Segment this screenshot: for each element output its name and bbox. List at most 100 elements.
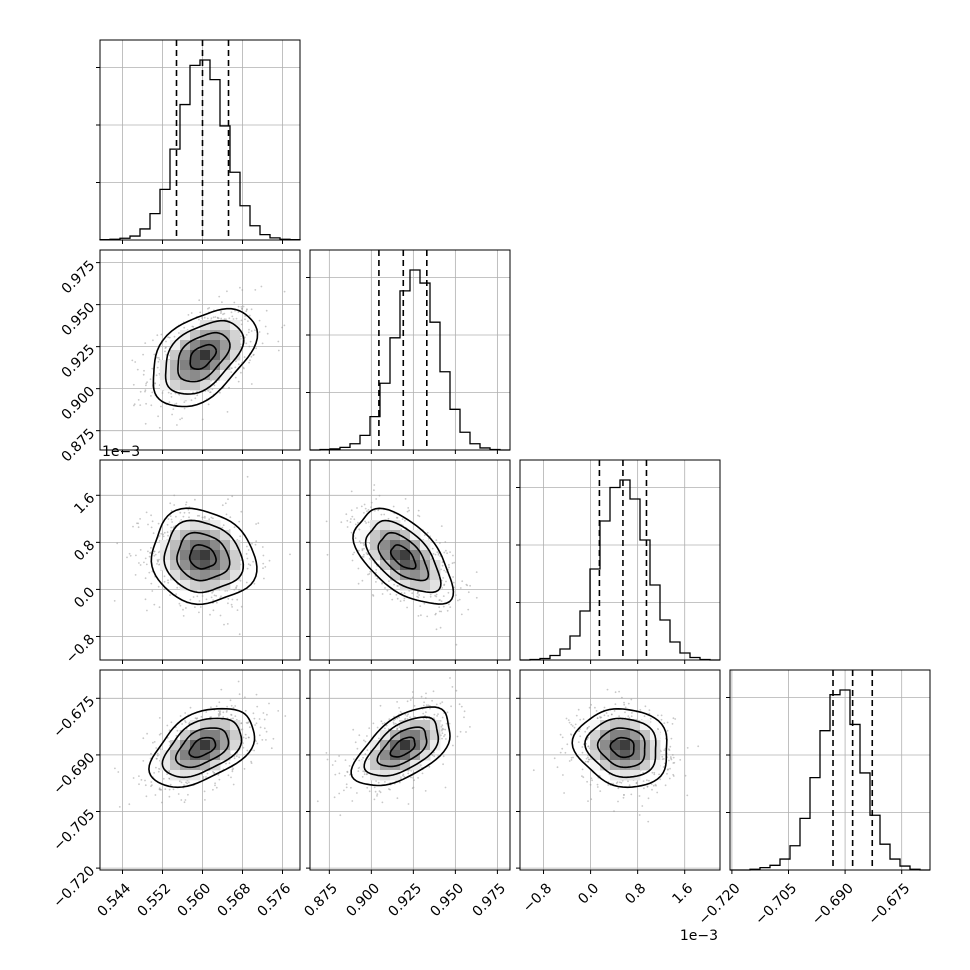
scatter-point (375, 581, 377, 583)
density-cell (230, 570, 241, 581)
scatter-point (212, 599, 215, 601)
contour-4 (571, 707, 668, 789)
scatter-point (354, 537, 357, 539)
scatter-point (263, 727, 266, 730)
scatter-point (610, 713, 613, 716)
scatter-point (648, 712, 651, 715)
scatter-point (116, 542, 119, 545)
scatter-point (617, 787, 620, 790)
density-cell (620, 750, 631, 761)
scatter-point (244, 318, 246, 321)
density-cell (630, 730, 641, 741)
scatter-point (217, 774, 220, 776)
scatter-point (333, 796, 336, 799)
density-cell (210, 340, 221, 351)
histogram-3 (520, 479, 720, 661)
scatter-point (396, 797, 399, 800)
scatter-point (424, 790, 427, 792)
scatter-point (412, 786, 415, 789)
scatter-point (628, 784, 631, 787)
scatter-point (463, 710, 466, 713)
scatter-point (255, 540, 258, 543)
scatter-point (179, 604, 182, 607)
x-tick-label: 0.8 (622, 880, 649, 907)
scatter-point (253, 749, 256, 752)
scatter-point (422, 712, 425, 715)
scatter-point (207, 307, 209, 310)
scatter-point (177, 793, 180, 795)
scatter-point (659, 778, 662, 781)
scatter-point (240, 510, 243, 513)
density-cell (170, 340, 181, 351)
contour-4 (150, 507, 258, 606)
density-cell (180, 530, 191, 541)
scatter-point (204, 517, 206, 519)
scatter-point (357, 567, 360, 570)
scatter-point (183, 511, 186, 514)
scatter-point (384, 727, 386, 730)
density-cell (630, 720, 641, 731)
scatter-point (638, 814, 641, 816)
scatter-point (172, 526, 175, 529)
density-cell (200, 550, 211, 561)
scatter-point (404, 519, 406, 522)
scatter-point (207, 403, 210, 406)
density-cell (190, 560, 201, 571)
density-cell (400, 580, 411, 591)
scatter-point (443, 583, 446, 586)
scatter-point (199, 311, 202, 314)
scatter-point (223, 318, 226, 320)
density-cell (620, 720, 631, 731)
scatter-point (167, 518, 170, 520)
scatter-point (623, 703, 626, 706)
scatter-point (167, 581, 170, 584)
scatter-point (406, 718, 409, 720)
scatter-point (265, 309, 268, 312)
scatter-point (673, 761, 676, 764)
scatter-point (145, 402, 148, 405)
density-cell (400, 740, 411, 751)
scatter-point (131, 359, 134, 362)
scatter-point (657, 727, 659, 730)
scatter-point (182, 515, 185, 518)
scatter-point (679, 759, 682, 761)
scatter-point (240, 722, 243, 724)
scatter-point (208, 518, 211, 521)
scatter-point (212, 788, 214, 791)
scatter-point (429, 595, 432, 598)
scatter-point (246, 308, 248, 311)
density-cell (180, 330, 191, 341)
scatter-point (147, 523, 149, 526)
scatter-point (447, 591, 450, 594)
density-cell (210, 560, 221, 571)
density-cell (230, 720, 241, 731)
scatter-point (246, 545, 248, 548)
scatter-point (452, 554, 454, 557)
scatter-point (435, 595, 438, 598)
density-cell (190, 360, 201, 371)
scatter-point (440, 600, 443, 602)
scatter-point (222, 716, 225, 718)
density-cell (180, 740, 191, 751)
density-cell (370, 740, 381, 751)
scatter-point (160, 405, 162, 408)
scatter-point (605, 712, 608, 714)
scatter-point (134, 361, 137, 363)
scatter-point (117, 771, 120, 773)
scatter-point (252, 712, 255, 715)
density-cell (410, 580, 421, 591)
scatter-point (158, 606, 161, 609)
scatter-point (458, 703, 461, 706)
panel-frame-2-1 (99, 249, 301, 451)
scatter-point (262, 562, 265, 565)
scatter-point (254, 329, 256, 331)
scatter-point (168, 401, 171, 403)
scatter-point (393, 719, 395, 722)
density-cell (210, 520, 221, 531)
scatter-point (270, 747, 273, 750)
scatter-point (631, 712, 633, 714)
density-cell (220, 730, 231, 741)
scatter-point (170, 518, 173, 521)
scatter-point (169, 515, 172, 517)
scatter-point (334, 773, 337, 776)
